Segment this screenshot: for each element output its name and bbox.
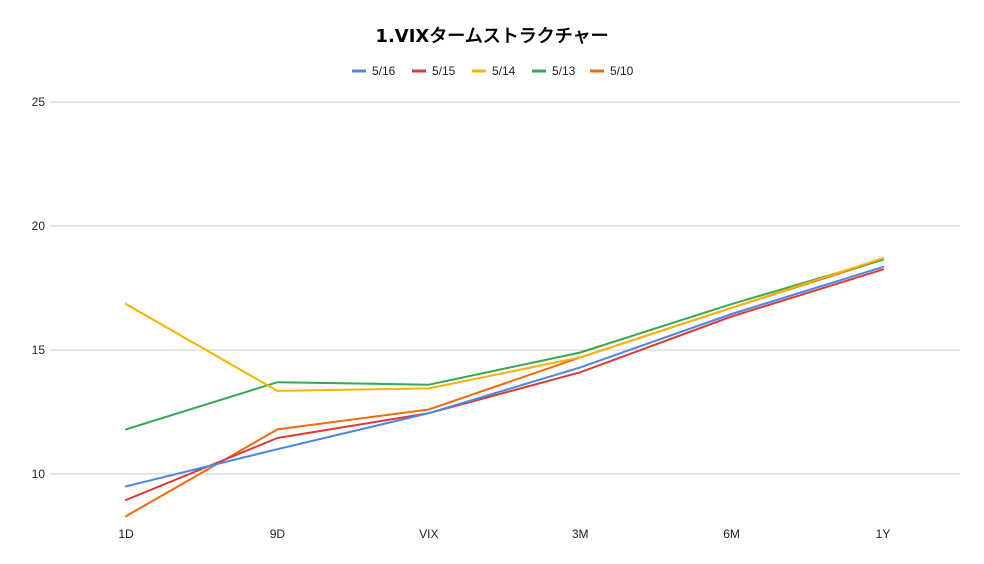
grid <box>50 101 960 475</box>
legend-label: 5/16 <box>372 64 396 78</box>
legend-item-5-10[interactable]: 5/10 <box>590 64 634 78</box>
series-line-5-16 <box>125 265 884 488</box>
legend-label: 5/14 <box>492 64 516 78</box>
legend-item-5-14[interactable]: 5/14 <box>472 64 516 78</box>
x-tick-label-1Y: 1Y <box>876 527 891 541</box>
x-tick-label-1D: 1D <box>118 527 134 541</box>
series-line-5-10 <box>125 258 884 518</box>
series-lines <box>125 257 884 518</box>
legend: 5/16 5/15 5/14 5/13 5/10 <box>352 64 634 78</box>
x-tick-label-9D: 9D <box>270 527 286 541</box>
series-line-5-13 <box>125 258 884 431</box>
legend-label: 5/10 <box>610 64 634 78</box>
legend-label: 5/13 <box>552 64 576 78</box>
y-tick-label-25: 25 <box>32 95 46 109</box>
x-tick-label-3M: 3M <box>572 527 589 541</box>
y-axis-ticks: 10 15 20 25 <box>32 95 46 481</box>
x-axis-ticks: 1D 9D VIX 3M 6M 1Y <box>118 527 890 541</box>
x-tick-label-VIX: VIX <box>419 527 438 541</box>
y-tick-label-10: 10 <box>32 467 46 481</box>
legend-label: 5/15 <box>432 64 456 78</box>
legend-item-5-16[interactable]: 5/16 <box>352 64 396 78</box>
y-tick-label-20: 20 <box>32 219 46 233</box>
series-line-5-14 <box>125 257 884 392</box>
y-tick-label-15: 15 <box>32 343 46 357</box>
chart-title: 1.VIXタームストラクチャー <box>375 26 608 47</box>
legend-item-5-15[interactable]: 5/15 <box>412 64 456 78</box>
legend-item-5-13[interactable]: 5/13 <box>532 64 576 78</box>
series-line-5-15 <box>125 268 884 501</box>
x-tick-label-6M: 6M <box>723 527 740 541</box>
